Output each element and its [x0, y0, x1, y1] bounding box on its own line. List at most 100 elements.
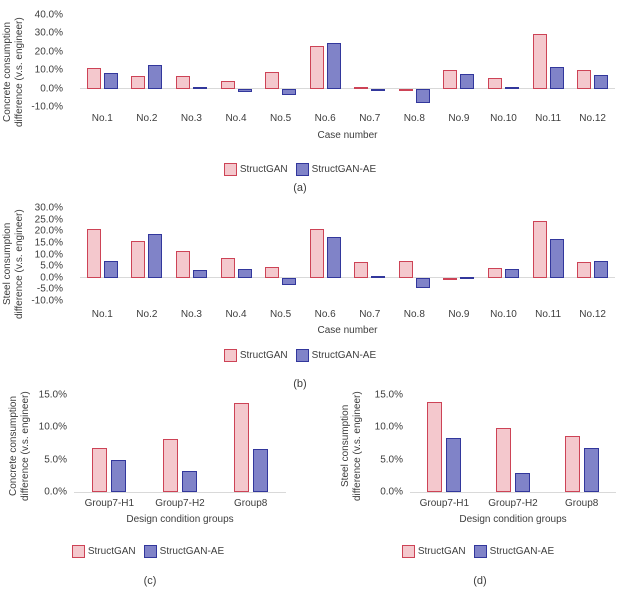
- subfigure-label: (c): [143, 575, 157, 587]
- chart-steel-by-case: Steel consumption difference (v.s. engin…: [0, 192, 632, 390]
- legend-swatch-structgan-ae: [295, 163, 309, 176]
- bar-structgan: [309, 45, 324, 89]
- x-tick-label: No.9: [448, 113, 470, 124]
- chart-steel-by-group: Steel consumption difference (v.s. engin…: [316, 388, 632, 596]
- y-tick-label: 5.0%: [40, 260, 63, 272]
- x-tick-label: No.5: [270, 113, 292, 124]
- bar-structgan: [86, 68, 101, 89]
- y-tick-label: 5.0%: [44, 454, 67, 466]
- y-axis-ticks: 30.0% 25.0% 20.0% 15.0% 10.0% 5.0% 0.0% -5.0% -1…: [24, 203, 66, 307]
- bar-structgan-ae: [182, 470, 197, 492]
- x-tick-label: No.3: [180, 113, 202, 124]
- bar-structgan: [532, 34, 547, 89]
- y-tick-label: 20.0%: [34, 225, 63, 237]
- y-axis-ticks: 15.0% 10.0% 5.0% 0.0%: [26, 390, 70, 498]
- legend-label-structgan: StructGAN: [87, 546, 136, 557]
- subfigure-label: (b): [293, 378, 307, 390]
- subfigure-label: (d): [473, 575, 487, 587]
- y-axis-title-line: Steel consumption: [2, 222, 13, 306]
- x-tick-label: Group7-H2: [155, 498, 205, 509]
- legend-swatch-structgan-ae: [295, 349, 309, 362]
- bar-structgan: [131, 76, 146, 89]
- legend-label-structgan-ae: StructGAN-AE: [159, 546, 225, 557]
- bar-structgan-ae: [282, 88, 297, 95]
- y-axis-title: Steel consumption difference (v.s. engin…: [2, 202, 26, 326]
- bar-structgan: [354, 86, 369, 89]
- bar-structgan: [86, 228, 101, 278]
- plot-area: [80, 15, 615, 107]
- y-tick-label: -10.0%: [31, 101, 63, 113]
- bar-structgan: [443, 277, 458, 280]
- chart-concrete-by-group: Concrete consumption difference (v.s. en…: [0, 388, 316, 596]
- bar-structgan: [398, 88, 413, 91]
- legend-swatch-structgan: [223, 349, 237, 362]
- x-axis-title: Design condition groups: [126, 514, 234, 525]
- y-tick-label: 0.0%: [380, 486, 403, 498]
- y-tick-label: 0.0%: [40, 83, 63, 95]
- y-axis-title: Concrete consumption difference (v.s. en…: [2, 8, 26, 136]
- x-tick-label: No.10: [490, 309, 517, 320]
- bar-structgan: [354, 261, 369, 278]
- y-tick-label: 15.0%: [38, 389, 67, 401]
- bar-structgan: [443, 69, 458, 89]
- bar-structgan: [577, 70, 592, 89]
- x-tick-label: Group7-H1: [419, 498, 470, 509]
- legend-swatch-structgan: [71, 545, 85, 558]
- x-axis-title: Case number: [317, 325, 378, 336]
- y-axis-title-line: Concrete consumption: [8, 395, 19, 497]
- y-tick-label: 0.0%: [44, 486, 67, 498]
- legend-swatch-structgan-ae: [143, 545, 157, 558]
- bar-structgan: [427, 402, 443, 492]
- legend-swatch-structgan: [401, 545, 415, 558]
- bar-structgan-ae: [192, 87, 207, 90]
- x-tick-label: No.11: [535, 309, 562, 320]
- x-tick-label: No.8: [403, 113, 425, 124]
- x-tick-label: No.2: [136, 309, 158, 320]
- y-tick-label: 10.0%: [34, 64, 63, 76]
- x-axis-title: Case number: [317, 130, 378, 141]
- x-axis-line: [410, 491, 616, 493]
- y-axis-ticks: 40.0% 30.0% 20.0% 10.0% 0.0% -10.0%: [24, 10, 66, 113]
- x-tick-label: No.7: [359, 309, 381, 320]
- legend: StructGAN StructGAN-AE: [330, 545, 626, 558]
- y-tick-label: 15.0%: [34, 237, 63, 249]
- bar-structgan-ae: [505, 86, 520, 89]
- bar-structgan: [163, 438, 178, 492]
- x-axis-ticks: Group7-H1 Group7-H2 Group8: [74, 498, 286, 510]
- bar-structgan-ae: [446, 438, 462, 492]
- x-tick-label: No.3: [180, 309, 202, 320]
- y-tick-label: 10.0%: [34, 249, 63, 260]
- y-tick-label: 10.0%: [38, 421, 67, 433]
- bar-structgan: [488, 77, 503, 89]
- y-tick-label: -5.0%: [36, 283, 63, 295]
- x-axis-ticks: Group7-H1 Group7-H2 Group8: [410, 498, 616, 510]
- y-tick-label: 15.0%: [374, 389, 403, 401]
- bar-structgan-ae: [371, 275, 386, 278]
- bar-structgan: [496, 427, 511, 492]
- legend-swatch-structgan: [223, 163, 237, 176]
- y-tick-label: 30.0%: [34, 27, 63, 39]
- x-tick-label: No.7: [359, 113, 381, 124]
- x-tick-label: No.4: [225, 309, 247, 320]
- bar-structgan: [233, 402, 249, 492]
- x-tick-label: Group8: [565, 498, 599, 509]
- bar-structgan: [265, 72, 280, 89]
- y-axis-title-line: Concrete consumption: [2, 21, 13, 123]
- bar-structgan-ae: [371, 88, 386, 92]
- bar-structgan-ae: [237, 268, 252, 278]
- x-axis-ticks: No.1 No.2 No.3 No.4 No.5 No.6 No.7 No.8 No.9 No.1…: [80, 309, 615, 321]
- x-tick-label: No.12: [579, 309, 606, 320]
- x-tick-label: No.1: [91, 309, 113, 320]
- legend-swatch-structgan-ae: [473, 545, 487, 558]
- bar-structgan-ae: [192, 269, 207, 278]
- subfigure-label: (a): [293, 182, 307, 194]
- y-tick-label: 10.0%: [374, 421, 403, 433]
- plot-area: [80, 208, 615, 301]
- y-tick-label: 5.0%: [380, 454, 403, 466]
- bar-structgan-ae: [549, 67, 564, 89]
- bar-structgan-ae: [148, 234, 163, 278]
- bar-structgan-ae: [111, 459, 127, 492]
- bar-structgan-ae: [460, 74, 475, 89]
- bar-structgan-ae: [103, 72, 118, 89]
